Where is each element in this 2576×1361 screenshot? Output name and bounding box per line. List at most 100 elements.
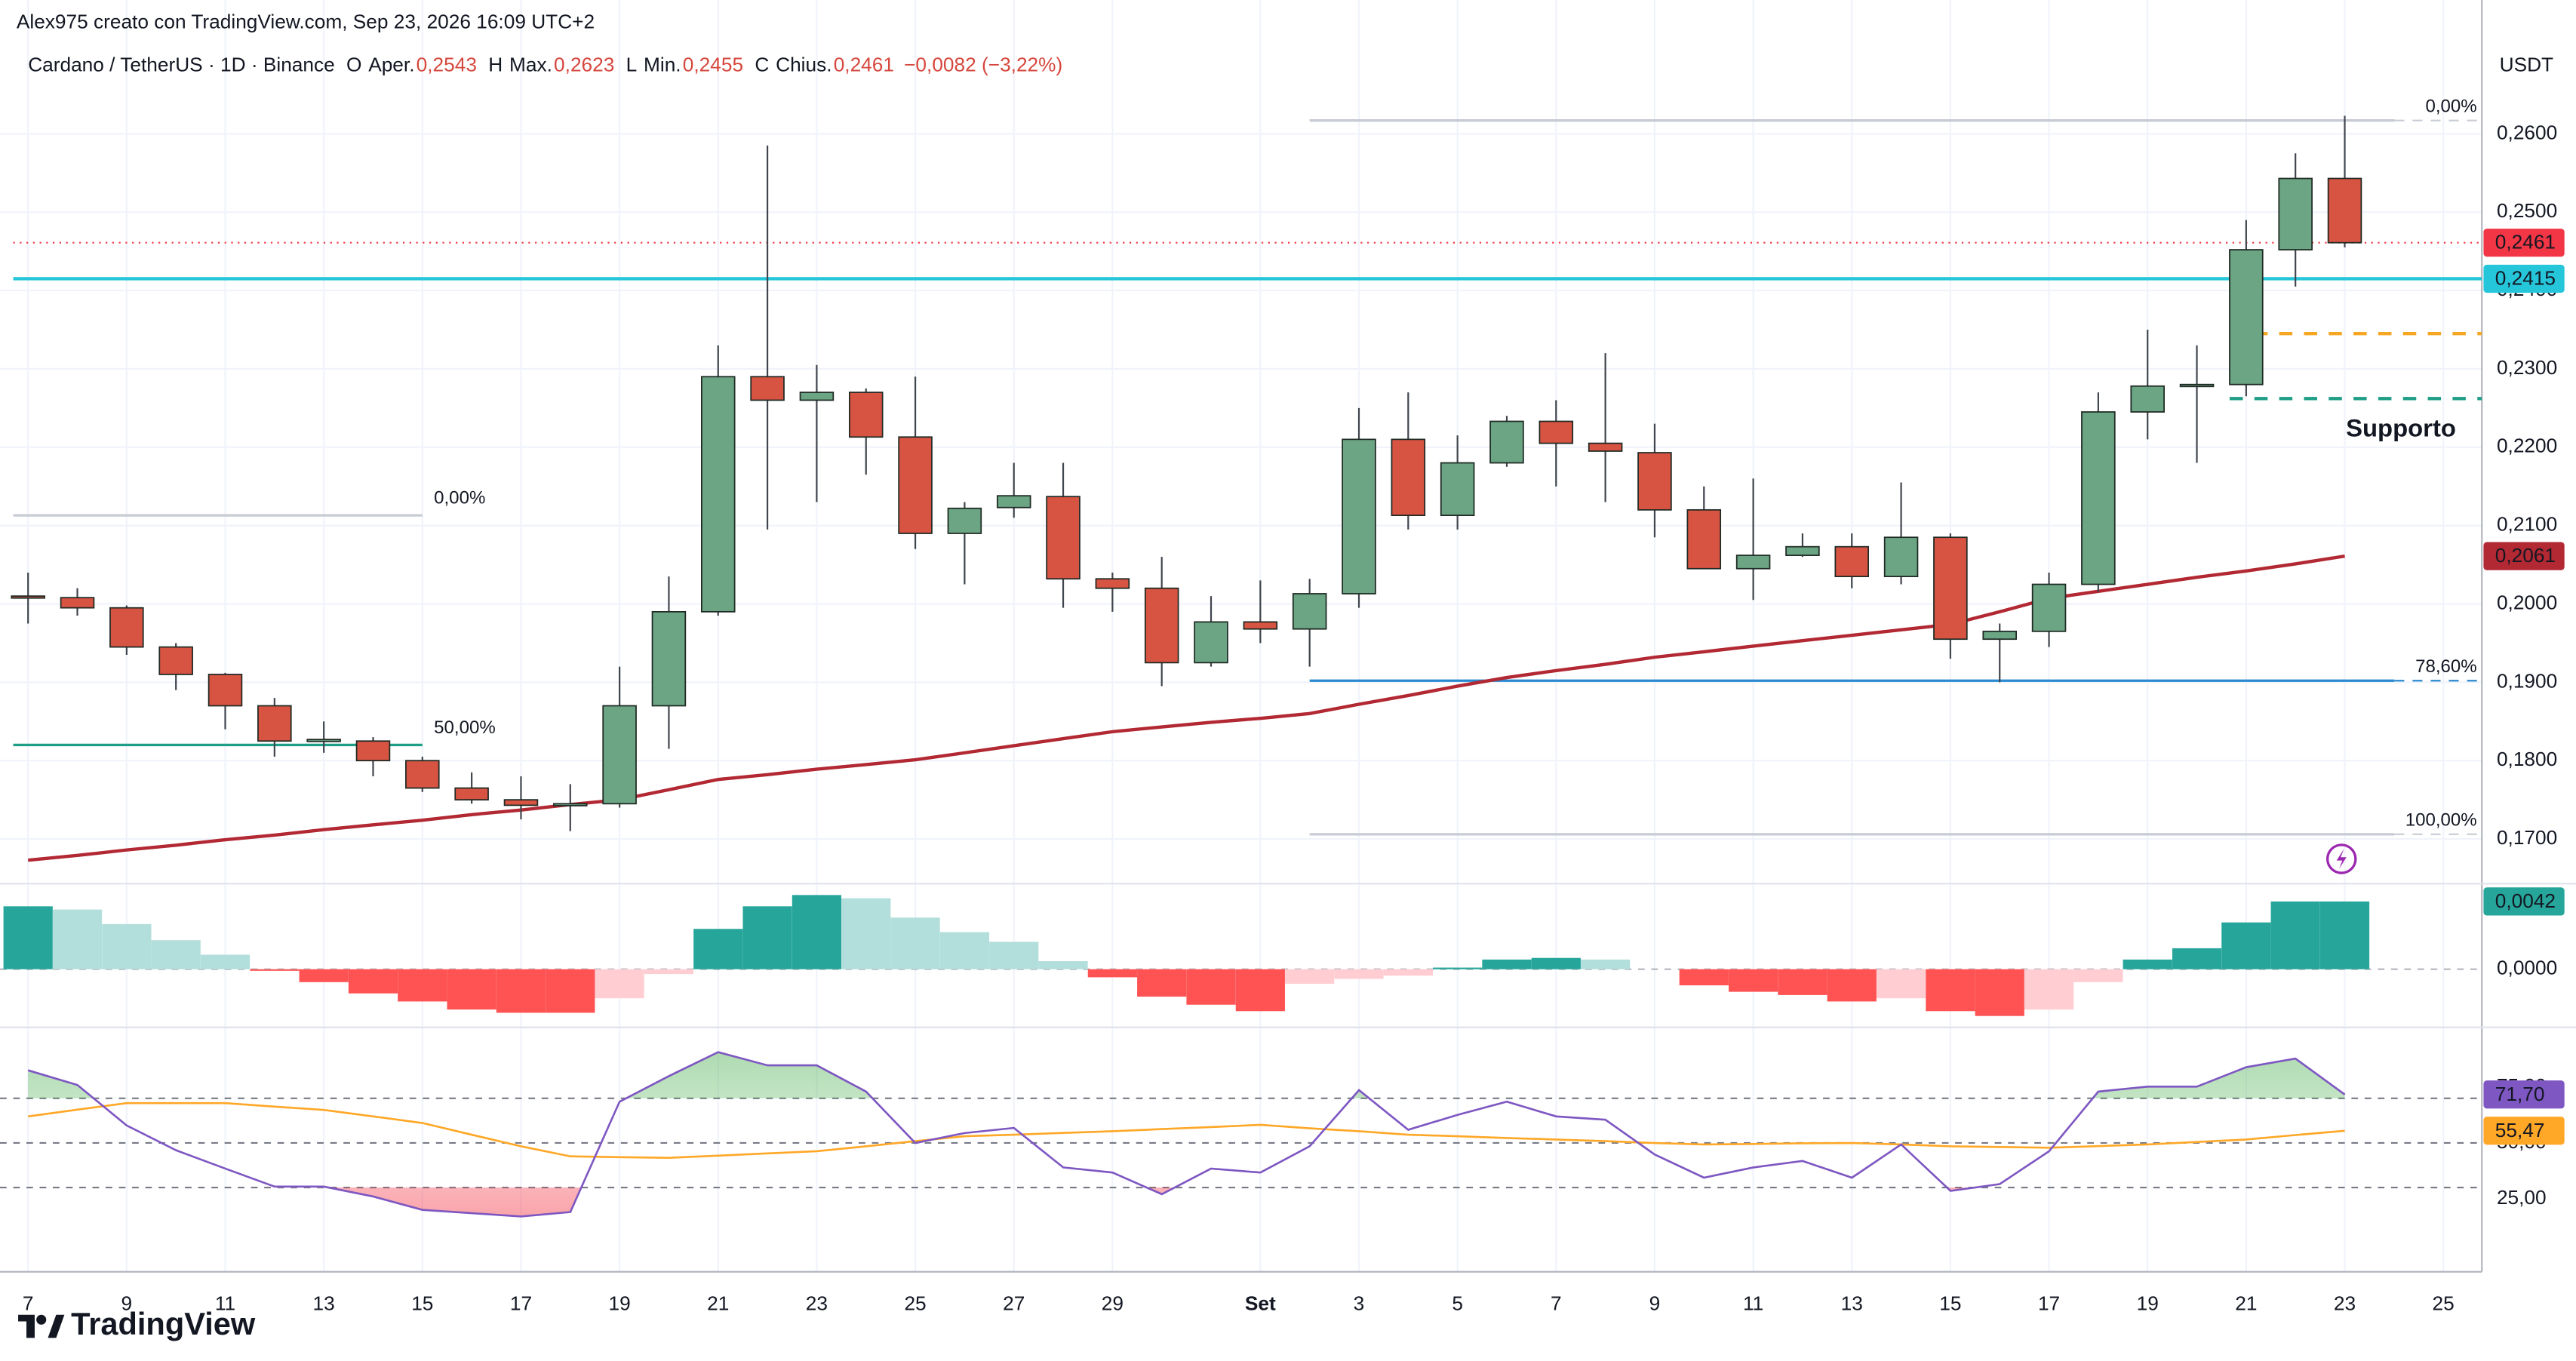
histogram-bar	[200, 954, 251, 969]
x-tick-label: 9	[1649, 1292, 1661, 1314]
y-tick-label: 0,2000	[2497, 591, 2557, 613]
y-tick-label: 0,2300	[2497, 356, 2557, 379]
legend-symbol: Cardano / TetherUS · 1D · Binance	[28, 54, 335, 76]
price-pane: 0,00% 50,00% 0,00% 78,60% 100,00% Supporto	[11, 97, 2482, 862]
histogram-bar	[1827, 969, 1877, 1002]
legend-name: Chius.	[776, 54, 832, 76]
histogram-bar	[250, 969, 300, 971]
candle-body	[60, 597, 95, 609]
candle-body	[306, 739, 341, 742]
candle-body	[898, 436, 933, 534]
candle-body	[1144, 587, 1179, 664]
candle-body	[2081, 411, 2116, 585]
y-tick-label: 0,0000	[2497, 957, 2557, 979]
y-tick-label: 25,00	[2497, 1186, 2547, 1209]
histogram-bar	[1433, 967, 1483, 969]
histogram-bar	[989, 942, 1039, 969]
x-tick-label: 27	[1003, 1292, 1025, 1314]
x-tick-label: 21	[707, 1292, 729, 1314]
rsi-oversold-fill	[28, 1187, 2345, 1217]
price-badge	[2483, 264, 2565, 293]
histogram-bar	[1975, 969, 2024, 1016]
logo	[18, 1314, 65, 1338]
alert-icon	[2325, 843, 2357, 874]
credit: Alex975 creato con TradingView.com, Sep …	[17, 11, 595, 33]
price-badge-label: 71,70	[2495, 1083, 2545, 1105]
x-tick-label: 25	[2433, 1292, 2455, 1314]
histogram-bar	[1383, 969, 1433, 976]
candle-body	[602, 705, 637, 805]
x-tick-label: 15	[1939, 1292, 1961, 1314]
x-tick-label: 23	[2334, 1292, 2356, 1314]
candle-body	[799, 392, 835, 401]
x-tick-label: 9	[121, 1292, 133, 1314]
histogram-bar	[2270, 901, 2320, 969]
axes: 7 9 11 13 15 17 19 21 23 25 27 29 Set 3 5 7 9 11 13 15 17 19 2…	[23, 121, 2565, 1315]
x-tick-label: 3	[1354, 1292, 1365, 1314]
candle-body	[1735, 555, 1771, 570]
histogram-bar	[1334, 969, 1384, 979]
candle-body	[207, 674, 243, 707]
fib-label: 0,00%	[434, 488, 485, 508]
y-tick-label: 0,1700	[2497, 826, 2557, 849]
fib-label: 0,00%	[2425, 97, 2476, 117]
x-tick-label: Set	[1245, 1292, 1276, 1314]
histogram-bar	[2073, 969, 2123, 982]
candle-body	[2278, 177, 2313, 250]
candle-body	[1391, 438, 1426, 516]
x-tick-label: 15	[411, 1292, 433, 1314]
histogram-bar	[1137, 969, 1187, 997]
candle-body	[1292, 593, 1327, 630]
annotation: Supporto	[2346, 414, 2456, 442]
x-tick-label: 13	[313, 1292, 335, 1314]
rsi-line	[27, 1051, 2346, 1218]
x-tick-label: 11	[215, 1292, 235, 1314]
price-badge-label: 0,2415	[2495, 266, 2556, 289]
price-badge-label: 0,0042	[2495, 889, 2556, 912]
price-badge	[2483, 1117, 2565, 1145]
candle-body	[1539, 420, 1574, 444]
candle-body	[1637, 452, 1672, 511]
legend-change: −0,0082 (−3,22%)	[904, 54, 1062, 76]
watermark: TradingView	[71, 1306, 256, 1341]
grid	[0, 0, 2482, 1272]
fib-label: 50,00%	[434, 717, 496, 738]
y-tick-label: 0,1900	[2497, 669, 2557, 692]
candle-body	[355, 740, 391, 762]
legend-key: H	[488, 54, 503, 76]
histogram-bar	[2221, 922, 2271, 969]
histogram-bar	[1876, 969, 1926, 999]
macd-pane	[0, 895, 2482, 1016]
rsi-pane	[0, 1051, 2482, 1218]
candle-body	[1883, 536, 1919, 578]
x-tick-label: 23	[806, 1292, 828, 1314]
histogram-bar	[1581, 959, 1631, 969]
candle-body	[1243, 621, 1278, 630]
candle-body	[1933, 536, 1968, 641]
histogram-bar	[52, 909, 103, 969]
histogram-bar	[2172, 948, 2222, 969]
candle-body	[947, 507, 982, 534]
price-badge	[2483, 542, 2565, 570]
histogram-bar	[939, 932, 989, 969]
y-tick-label: 0,2600	[2497, 121, 2557, 143]
candle-body	[1440, 462, 1475, 516]
histogram-bar	[841, 898, 891, 969]
x-tick-label: 17	[2038, 1292, 2060, 1314]
legend-key: O	[346, 54, 361, 76]
histogram-bar	[151, 940, 201, 969]
candle-body	[2031, 583, 2067, 632]
price-badge-label: 0,2061	[2495, 544, 2556, 567]
histogram-bar	[1087, 969, 1137, 978]
histogram-bar	[1778, 969, 1827, 995]
histogram-bar	[1531, 957, 1581, 969]
x-tick-label: 19	[609, 1292, 631, 1314]
histogram-bar	[1235, 969, 1285, 1012]
legend-value: 0,2461	[834, 54, 894, 76]
candle-body	[2229, 249, 2264, 386]
x-tick-label: 29	[1102, 1292, 1124, 1314]
x-tick-label: 21	[2235, 1292, 2257, 1314]
y-tick-label: 0,2100	[2497, 513, 2557, 536]
price-badge-label: 0,2461	[2495, 231, 2556, 253]
